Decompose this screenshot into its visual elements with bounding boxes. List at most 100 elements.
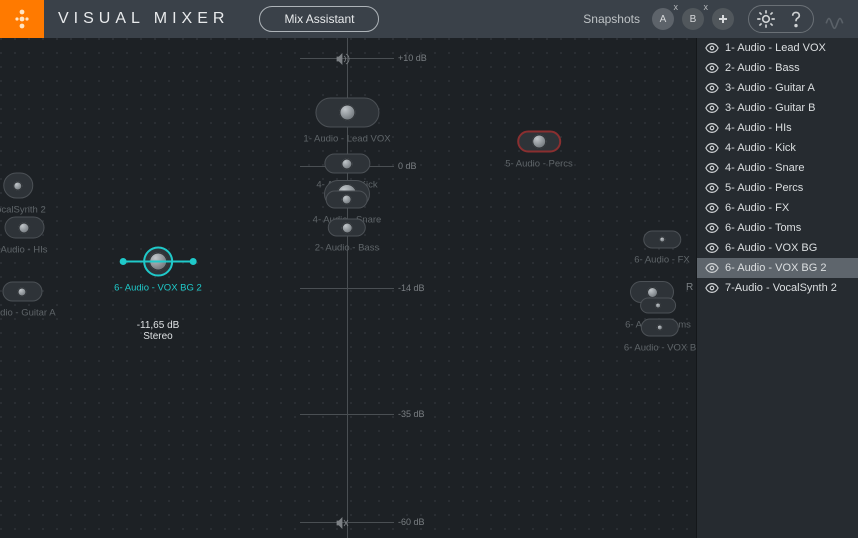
track-label: 6- Audio - FX <box>725 202 789 214</box>
track-label: 6- Audio - Toms <box>725 222 801 234</box>
puck-handle[interactable] <box>517 131 561 153</box>
track-row[interactable]: 4- Audio - HIs <box>697 118 858 138</box>
track-label: 5- Audio - Percs <box>725 182 803 194</box>
puck-dot <box>657 325 663 331</box>
header-tools <box>748 5 846 33</box>
puck-label: Audio - HIs <box>1 245 48 256</box>
visibility-toggle[interactable] <box>705 201 719 215</box>
visibility-toggle[interactable] <box>705 61 719 75</box>
puck-dot <box>18 287 27 296</box>
puck-dot <box>532 135 546 149</box>
app-logo <box>0 0 44 38</box>
puck-label: 6- Audio - VOX BG 2 <box>114 283 202 294</box>
snapshot-b[interactable]: Bx <box>682 8 704 30</box>
track-row[interactable]: 4- Audio - Kick <box>697 138 858 158</box>
settings-button[interactable] <box>755 8 777 30</box>
track-label: 2- Audio - Bass <box>725 62 800 74</box>
mixer-puck: 6- Audio - VOX BG 2 <box>114 247 202 294</box>
gain-readout: -11,65 dB <box>137 320 180 331</box>
snapshots-label: Snapshots <box>583 12 640 26</box>
track-row[interactable]: 3- Audio - Guitar A <box>697 78 858 98</box>
track-label: 7-Audio - VocalSynth 2 <box>725 282 837 294</box>
track-row[interactable]: 7-Audio - VocalSynth 2 <box>697 278 858 298</box>
main: +10 dB0 dB-14 dB-35 dB-60 dBLR1- Audio -… <box>0 38 858 538</box>
track-label: 3- Audio - Guitar B <box>725 102 816 114</box>
logo-icon <box>15 8 29 30</box>
snapshot-add-button[interactable] <box>712 8 734 30</box>
visibility-toggle[interactable] <box>705 221 719 235</box>
puck-handle[interactable] <box>326 191 368 209</box>
puck-handle[interactable] <box>3 173 33 199</box>
track-row[interactable]: 5- Audio - Percs <box>697 178 858 198</box>
visibility-toggle[interactable] <box>705 281 719 295</box>
visibility-toggle[interactable] <box>705 121 719 135</box>
pan-r-label: R <box>686 282 693 293</box>
snapshots-group: Snapshots Ax Bx <box>583 8 734 30</box>
puck-handle[interactable] <box>4 217 44 239</box>
mix-assistant-button[interactable]: Mix Assistant <box>259 6 379 32</box>
close-icon[interactable]: x <box>704 2 709 12</box>
db-label: -14 dB <box>398 283 425 293</box>
track-label: 4- Audio - Snare <box>725 162 805 174</box>
puck-label: Audio - Guitar A <box>0 308 56 319</box>
speaker-mute-icon <box>336 516 350 528</box>
track-row[interactable]: 6- Audio - FX <box>697 198 858 218</box>
db-label: -35 dB <box>398 409 425 419</box>
puck-handle[interactable] <box>2 282 42 302</box>
snapshot-a[interactable]: Ax <box>652 8 674 30</box>
mixer-puck: Audio - HIs <box>1 217 48 256</box>
selection-readout: -11,65 dBStereo <box>137 320 180 342</box>
track-row[interactable]: 6- Audio - Toms <box>697 218 858 238</box>
track-label: 3- Audio - Guitar A <box>725 82 815 94</box>
puck-handle[interactable] <box>315 98 379 128</box>
puck-handle[interactable] <box>324 154 370 174</box>
puck-handle[interactable] <box>643 231 681 249</box>
track-row[interactable]: 1- Audio - Lead VOX <box>697 38 858 58</box>
visibility-toggle[interactable] <box>705 261 719 275</box>
puck-dot <box>647 287 658 298</box>
mixer-canvas[interactable]: +10 dB0 dB-14 dB-35 dB-60 dBLR1- Audio -… <box>0 38 696 538</box>
puck-handle[interactable] <box>328 219 366 237</box>
gear-icon <box>755 8 777 30</box>
track-row[interactable]: 2- Audio - Bass <box>697 58 858 78</box>
visibility-toggle[interactable] <box>705 41 719 55</box>
puck-dot <box>341 222 352 233</box>
puck-label: 6- Audio - VOX B <box>624 343 696 354</box>
close-icon[interactable]: x <box>674 2 679 12</box>
db-label: -60 dB <box>398 517 425 527</box>
puck-handle[interactable] <box>640 298 676 314</box>
visibility-toggle[interactable] <box>705 101 719 115</box>
db-gridline <box>300 414 394 415</box>
visibility-toggle[interactable] <box>705 241 719 255</box>
mode-readout: Stereo <box>137 331 180 342</box>
db-label: +10 dB <box>398 53 427 63</box>
db-gridline <box>300 288 394 289</box>
puck-dot <box>14 181 23 190</box>
puck-dot <box>19 222 30 233</box>
db-label: 0 dB <box>398 161 417 171</box>
track-row[interactable]: 3- Audio - Guitar B <box>697 98 858 118</box>
visibility-toggle[interactable] <box>705 181 719 195</box>
visibility-toggle[interactable] <box>705 141 719 155</box>
wave-icon <box>824 8 846 30</box>
track-row[interactable]: 6- Audio - VOX BG <box>697 238 858 258</box>
track-label: 4- Audio - Kick <box>725 142 796 154</box>
puck-handle[interactable] <box>641 319 679 337</box>
help-button[interactable] <box>785 8 807 30</box>
track-row[interactable]: 6- Audio - VOX BG 2 <box>697 258 858 278</box>
mixer-puck: 6- Audio - VOX B <box>624 319 696 354</box>
visibility-toggle[interactable] <box>705 161 719 175</box>
width-handle[interactable] <box>120 258 127 265</box>
puck-handle[interactable] <box>143 247 173 277</box>
help-icon <box>785 8 807 30</box>
track-label: 4- Audio - HIs <box>725 122 792 134</box>
visibility-toggle[interactable] <box>705 81 719 95</box>
width-handle[interactable] <box>190 258 197 265</box>
bypass-button[interactable] <box>824 8 846 30</box>
mixer-puck: 6- Audio - FX <box>634 231 689 266</box>
width-handle-bar[interactable] <box>123 261 193 263</box>
mixer-puck: VocalSynth 2 <box>0 173 46 216</box>
puck-label: 5- Audio - Percs <box>505 159 573 170</box>
track-row[interactable]: 4- Audio - Snare <box>697 158 858 178</box>
track-list-panel: 1- Audio - Lead VOX 2- Audio - Bass 3- Aud… <box>696 38 858 538</box>
